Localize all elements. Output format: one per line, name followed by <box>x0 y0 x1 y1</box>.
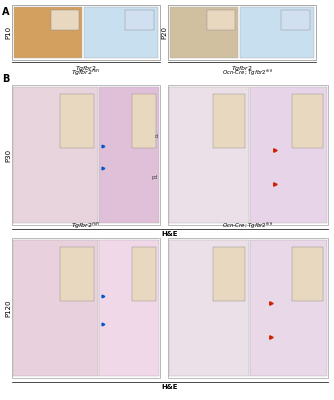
FancyBboxPatch shape <box>51 10 78 30</box>
FancyBboxPatch shape <box>168 85 328 225</box>
Text: $\it{Tgfbr2}$: $\it{Tgfbr2}$ <box>75 64 97 73</box>
Text: P20: P20 <box>161 26 167 39</box>
Text: P120: P120 <box>5 299 11 317</box>
Text: pd: pd <box>152 175 158 180</box>
Text: $\it{Tgfbr2}$$^{\it{fl/fl}}$: $\it{Tgfbr2}$$^{\it{fl/fl}}$ <box>71 221 101 231</box>
FancyBboxPatch shape <box>12 85 160 225</box>
Text: $\it{Ocn}$-$\it{Cre;Tgfbr2}$$^{\it{fl/fl}}$: $\it{Ocn}$-$\it{Cre;Tgfbr2}$$^{\it{fl/fl… <box>222 68 274 78</box>
FancyBboxPatch shape <box>169 240 249 376</box>
FancyBboxPatch shape <box>132 247 156 301</box>
FancyBboxPatch shape <box>240 7 314 58</box>
FancyBboxPatch shape <box>12 238 160 378</box>
Text: $\it{Ocn}$-$\it{Cre;Tgfbr2}$$^{\it{fl/fl}}$: $\it{Ocn}$-$\it{Cre;Tgfbr2}$$^{\it{fl/fl… <box>222 221 274 231</box>
FancyBboxPatch shape <box>207 10 234 30</box>
FancyBboxPatch shape <box>13 87 98 223</box>
FancyBboxPatch shape <box>213 247 245 301</box>
Text: $\it{Tgfbr2}$$^{\it{fl/fl}}$: $\it{Tgfbr2}$$^{\it{fl/fl}}$ <box>71 68 101 78</box>
Text: H&E: H&E <box>162 231 178 237</box>
FancyBboxPatch shape <box>292 94 323 148</box>
FancyBboxPatch shape <box>13 240 98 376</box>
Text: P30: P30 <box>5 148 11 162</box>
FancyBboxPatch shape <box>12 5 160 60</box>
FancyBboxPatch shape <box>292 247 323 301</box>
FancyBboxPatch shape <box>168 238 328 378</box>
FancyBboxPatch shape <box>132 94 156 148</box>
FancyBboxPatch shape <box>84 7 158 58</box>
FancyBboxPatch shape <box>281 10 310 30</box>
FancyBboxPatch shape <box>168 5 316 60</box>
FancyBboxPatch shape <box>170 7 238 58</box>
FancyBboxPatch shape <box>60 94 94 148</box>
Text: H&E: H&E <box>162 384 178 390</box>
FancyBboxPatch shape <box>125 10 154 30</box>
FancyBboxPatch shape <box>250 240 327 376</box>
Text: d: d <box>155 134 158 139</box>
FancyBboxPatch shape <box>169 87 249 223</box>
Text: A: A <box>2 7 9 17</box>
Text: P10: P10 <box>5 26 11 39</box>
FancyBboxPatch shape <box>99 240 159 376</box>
Text: B: B <box>2 74 9 84</box>
FancyBboxPatch shape <box>14 7 82 58</box>
FancyBboxPatch shape <box>250 87 327 223</box>
FancyBboxPatch shape <box>99 87 159 223</box>
Text: $\it{Tgfbr2}$: $\it{Tgfbr2}$ <box>231 64 253 73</box>
FancyBboxPatch shape <box>213 94 245 148</box>
FancyBboxPatch shape <box>60 247 94 301</box>
